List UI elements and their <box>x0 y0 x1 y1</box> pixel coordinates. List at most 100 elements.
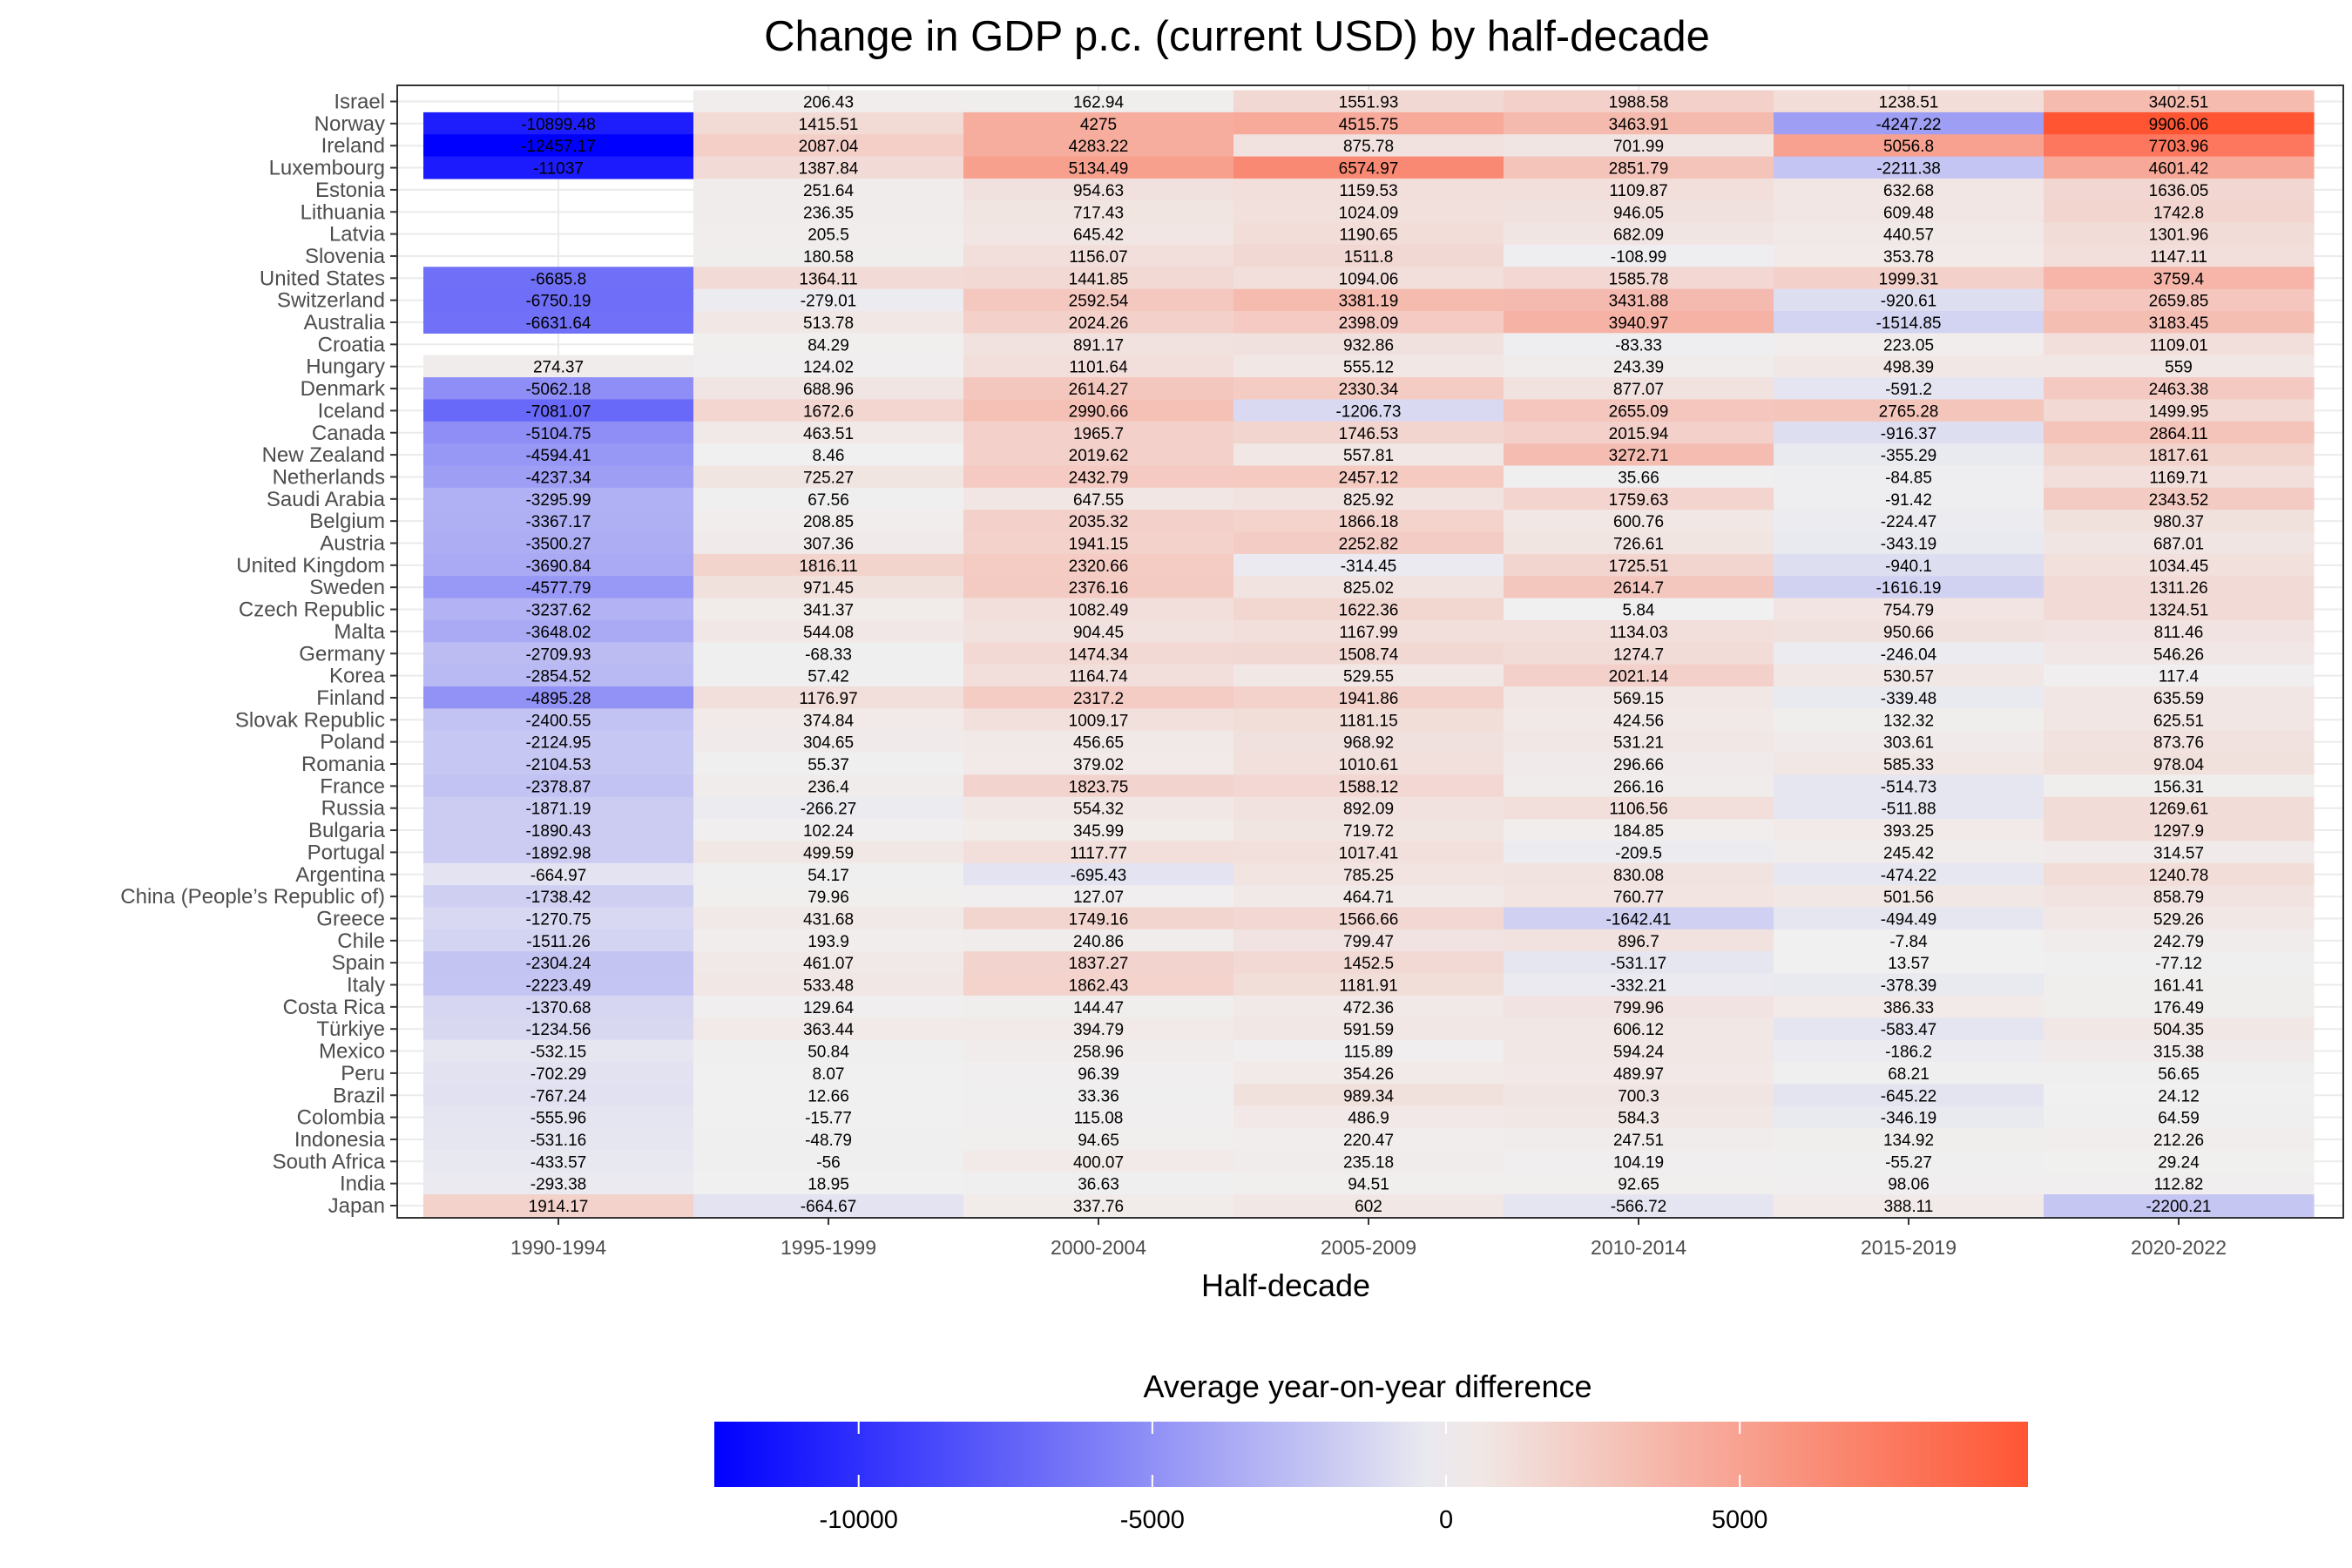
heatmap-cell <box>1504 222 1774 246</box>
y-tick-label: New Zealand <box>262 443 385 467</box>
cell-value-label: 1167.99 <box>1339 624 1397 642</box>
cell-value-label: -916.37 <box>1881 425 1936 443</box>
heatmap-cell <box>1233 664 1504 687</box>
heatmap-cell <box>1774 753 2044 775</box>
heatmap-cell <box>963 774 1234 798</box>
cell-value-label: 858.79 <box>2153 889 2204 907</box>
heatmap-cell <box>1233 311 1504 334</box>
heatmap-cell <box>963 487 1234 510</box>
cell-value-label: -346.19 <box>1881 1110 1936 1128</box>
heatmap-cell <box>693 598 964 621</box>
cell-value-label: 394.79 <box>1073 1021 1124 1039</box>
cell-value-label: 472.36 <box>1343 999 1394 1017</box>
heatmap-cell <box>1233 112 1504 135</box>
cell-value-label: 102.24 <box>803 822 855 841</box>
heatmap-cell <box>423 1172 694 1195</box>
cell-value-label: 2398.09 <box>1339 314 1399 333</box>
heatmap-cell <box>1233 686 1504 709</box>
y-tick-label: Brazil <box>333 1084 385 1107</box>
color-legend: -10000 -5000 0 5000 <box>714 1422 2028 1534</box>
y-tick-label: Israel <box>334 91 385 114</box>
heatmap-cell <box>1504 355 1774 378</box>
heatmap-cell <box>693 510 964 533</box>
cell-value-label: 1159.53 <box>1339 182 1397 200</box>
heatmap-cell <box>963 531 1234 555</box>
cell-value-label: 687.01 <box>2153 536 2204 554</box>
heatmap-cell <box>963 862 1234 886</box>
heatmap-cell <box>693 1084 964 1107</box>
heatmap-cell <box>423 267 694 290</box>
cell-value-label: 719.72 <box>1343 822 1394 841</box>
heatmap-cell <box>693 619 964 643</box>
heatmap-cell <box>1774 973 2044 997</box>
heatmap-cell <box>963 708 1234 732</box>
heatmap-cell <box>423 156 694 179</box>
heatmap-cell <box>1504 885 1774 909</box>
heatmap-cell <box>963 929 1234 952</box>
cell-value-label: 2851.79 <box>1609 160 1669 179</box>
cell-value-label: 799.47 <box>1343 933 1394 951</box>
heatmap-cell <box>693 995 964 1018</box>
heatmap-cell <box>1504 753 1774 775</box>
heatmap-cell <box>1774 951 2044 975</box>
heatmap-cell <box>963 730 1234 754</box>
heatmap-cell <box>423 1127 694 1151</box>
heatmap-cell <box>693 377 964 401</box>
legend-tick-label: 5000 <box>1712 1506 1768 1534</box>
cell-value-label: 980.37 <box>2153 513 2204 531</box>
cell-value-label: 1117.77 <box>1070 844 1127 862</box>
y-tick-label: India <box>340 1173 386 1196</box>
heatmap-cell <box>963 973 1234 997</box>
heatmap-cell <box>2044 774 2315 798</box>
cell-value-label: -378.39 <box>1881 977 1936 996</box>
cell-value-label: 529.26 <box>2153 910 2204 929</box>
heatmap-cell <box>1774 465 2044 489</box>
cell-value-label: -2223.49 <box>525 977 591 996</box>
cell-value-label: -1270.75 <box>525 910 591 929</box>
heatmap-cell <box>2044 1105 2315 1129</box>
heatmap-cell <box>1774 288 2044 312</box>
cell-value-label: -4594.41 <box>525 447 591 465</box>
cell-value-label: 4275 <box>1080 116 1117 134</box>
cell-value-label: 625.51 <box>2153 712 2204 730</box>
cell-value-label: 1941.86 <box>1339 690 1399 708</box>
cell-value-label: -209.5 <box>1615 844 1662 862</box>
heatmap-cell <box>2044 222 2315 246</box>
heatmap-cell <box>1233 598 1504 621</box>
cell-value-label: 569.15 <box>1613 690 1664 708</box>
heatmap-cell <box>1233 355 1504 378</box>
heatmap-cell <box>423 885 694 909</box>
cell-value-label: 424.56 <box>1613 712 1664 730</box>
cell-value-label: 1816.11 <box>799 558 857 576</box>
heatmap-cell <box>693 973 964 997</box>
cell-value-label: 431.68 <box>803 910 854 929</box>
cell-value-label: 1181.91 <box>1339 977 1397 996</box>
x-tick-label: 2000-2004 <box>1051 1236 1146 1259</box>
cell-value-label: 6574.97 <box>1339 160 1399 179</box>
heatmap-cell <box>693 730 964 754</box>
cell-value-label: 978.04 <box>2153 756 2205 774</box>
cell-value-label: 456.65 <box>1073 734 1124 753</box>
cell-value-label: 1499.95 <box>2149 402 2209 421</box>
cell-value-label: 5134.49 <box>1069 160 1129 179</box>
cell-value-label: 104.19 <box>1613 1153 1664 1172</box>
cell-value-label: 725.27 <box>803 469 854 487</box>
y-tick-label: Norway <box>314 112 385 136</box>
heatmap-cell <box>963 333 1234 356</box>
heatmap-cell <box>693 642 964 666</box>
heatmap-cell <box>1504 200 1774 224</box>
heatmap-cell <box>2044 576 2315 599</box>
heatmap-cell <box>693 443 964 467</box>
cell-value-label: 1941.15 <box>1069 536 1129 554</box>
heatmap-cell <box>423 598 694 621</box>
cell-value-label: -246.04 <box>1881 645 1937 664</box>
cell-value-label: 1474.34 <box>1069 645 1129 664</box>
heatmap-cell <box>1504 929 1774 952</box>
heatmap-cell <box>1504 841 1774 864</box>
cell-value-label: 891.17 <box>1073 336 1124 355</box>
cell-value-label: 386.33 <box>1883 999 1934 1017</box>
cell-value-label: 635.59 <box>2153 690 2204 708</box>
cell-value-label: -4895.28 <box>525 690 591 708</box>
cell-value-label: 18.95 <box>808 1176 849 1194</box>
y-axis-tick-labels: IsraelNorwayIrelandLuxembourgEstoniaLith… <box>120 91 397 1218</box>
